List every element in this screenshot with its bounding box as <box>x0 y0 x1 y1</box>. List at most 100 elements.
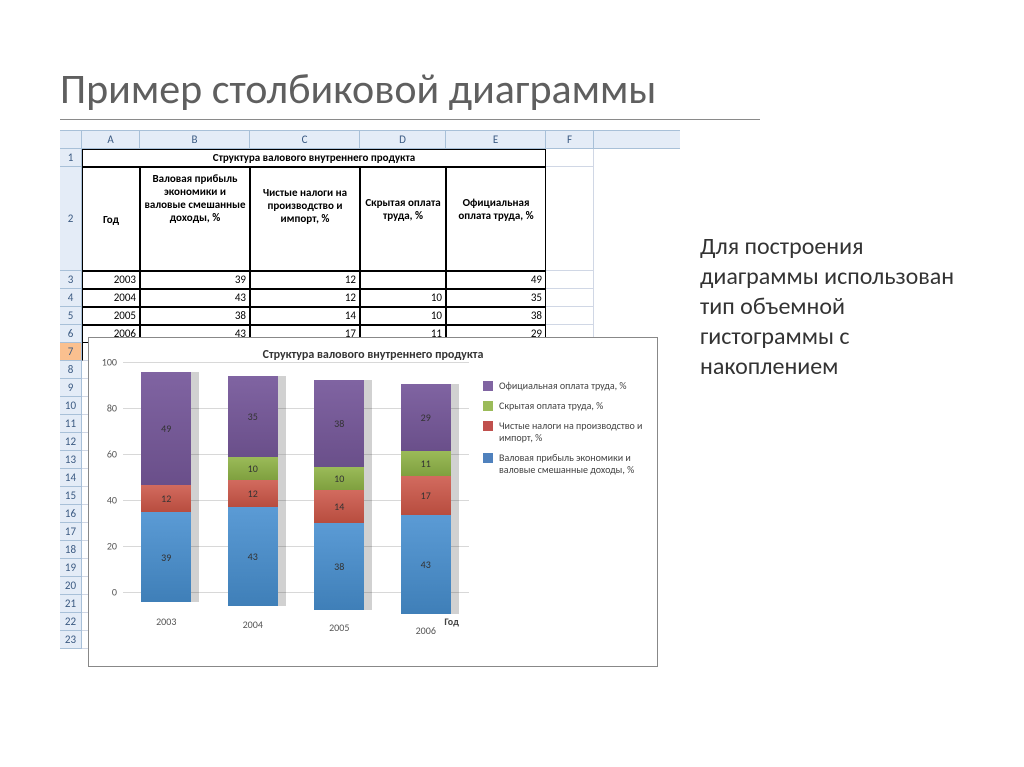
plot-area: 020406080100 391249431210353814103843171… <box>89 362 477 632</box>
chart-title: Структура валового внутреннего продукта <box>89 348 657 362</box>
data-cell[interactable] <box>360 271 446 289</box>
row-header[interactable]: 8 <box>60 361 82 379</box>
data-cell[interactable]: 49 <box>446 271 546 289</box>
row-header[interactable]: 17 <box>60 523 82 541</box>
col-header[interactable]: A <box>82 131 140 148</box>
data-cell[interactable]: 2005 <box>82 307 140 325</box>
row-header[interactable]: 2 <box>60 167 82 271</box>
bar-segment: 38 <box>314 523 364 610</box>
x-tick-label: 2004 <box>243 618 263 631</box>
data-cell[interactable]: 2004 <box>82 289 140 307</box>
legend-label: Официальная оплата труда, % <box>499 380 627 392</box>
data-cell[interactable]: 12 <box>250 289 360 307</box>
row-header[interactable]: 19 <box>60 559 82 577</box>
table-row[interactable]: 2 Год Валовая прибыль экономики и валовы… <box>60 167 680 271</box>
select-all-corner[interactable] <box>60 131 82 148</box>
cell[interactable] <box>546 307 594 325</box>
row-header[interactable]: 13 <box>60 451 82 469</box>
row-header[interactable]: 3 <box>60 271 82 289</box>
row-header[interactable]: 5 <box>60 307 82 325</box>
bar-group: 38141038 <box>314 380 364 610</box>
bar-segment: 12 <box>141 485 191 513</box>
x-tick-label: 2006 <box>416 624 436 637</box>
legend-label: Чистые налоги на производство и импорт, … <box>499 420 651 444</box>
row-header[interactable]: 21 <box>60 595 82 613</box>
data-cell[interactable]: 35 <box>446 289 546 307</box>
legend-item: Валовая прибыль экономики и валовые смеш… <box>483 452 651 476</box>
legend-swatch <box>483 381 493 391</box>
header-cell[interactable]: Официальная оплата труда, % <box>446 167 546 271</box>
legend-swatch <box>483 453 493 463</box>
table-row[interactable]: 4 2004 43 12 10 35 <box>60 289 680 307</box>
data-cell[interactable]: 2003 <box>82 271 140 289</box>
row-header[interactable]: 9 <box>60 379 82 397</box>
data-cell[interactable]: 14 <box>250 307 360 325</box>
y-axis: 020406080100 <box>89 362 119 602</box>
table-title-cell[interactable]: Структура валового внутреннего продукта <box>82 149 546 167</box>
x-axis-title: Год <box>444 615 459 628</box>
bar-segment: 11 <box>401 451 451 476</box>
cell[interactable] <box>546 271 594 289</box>
table-row[interactable]: 5 2005 38 14 10 38 <box>60 307 680 325</box>
column-header-row: A B C D E F <box>60 131 680 149</box>
col-header[interactable]: B <box>140 131 250 148</box>
bar-group: 391249 <box>141 372 191 602</box>
col-header[interactable]: E <box>446 131 546 148</box>
bar-group: 43171129 <box>401 384 451 614</box>
data-cell[interactable]: 38 <box>140 307 250 325</box>
col-header[interactable]: F <box>546 131 594 148</box>
chart-body: 020406080100 391249431210353814103843171… <box>89 362 657 632</box>
row-header[interactable]: 6 <box>60 325 82 343</box>
bars-container: 391249431210353814103843171129 <box>123 362 469 602</box>
row-header[interactable]: 4 <box>60 289 82 307</box>
data-cell[interactable]: 39 <box>140 271 250 289</box>
x-tick-label: 2005 <box>329 621 349 634</box>
bar-segment: 39 <box>141 512 191 602</box>
table-row[interactable]: 3 2003 39 12 49 <box>60 271 680 289</box>
y-tick-label: 80 <box>107 402 117 415</box>
data-cell[interactable]: 10 <box>360 307 446 325</box>
row-header[interactable]: 10 <box>60 397 82 415</box>
data-cell[interactable]: 12 <box>250 271 360 289</box>
bar-segment: 43 <box>401 515 451 614</box>
y-tick-label: 100 <box>102 356 117 369</box>
data-cell[interactable]: 43 <box>140 289 250 307</box>
legend-item: Чистые налоги на производство и импорт, … <box>483 420 651 444</box>
bar-segment: 17 <box>401 476 451 515</box>
row-header[interactable]: 12 <box>60 433 82 451</box>
row-header[interactable]: 15 <box>60 487 82 505</box>
cell[interactable] <box>546 289 594 307</box>
row-header[interactable]: 18 <box>60 541 82 559</box>
bar-group: 43121035 <box>228 376 278 606</box>
y-tick-label: 0 <box>112 586 117 599</box>
bar-segment: 43 <box>228 507 278 606</box>
legend-swatch <box>483 421 493 431</box>
bar-segment: 14 <box>314 490 364 522</box>
table-row[interactable]: 1 Структура валового внутреннего продукт… <box>60 149 680 167</box>
y-tick-label: 60 <box>107 448 117 461</box>
row-header-selected[interactable]: 7 <box>60 343 82 361</box>
col-header[interactable]: C <box>250 131 360 148</box>
x-axis-labels: 2003200420052006 <box>123 615 469 628</box>
row-header[interactable]: 16 <box>60 505 82 523</box>
col-header[interactable]: D <box>360 131 446 148</box>
cell[interactable] <box>546 167 594 271</box>
legend-item: Официальная оплата труда, % <box>483 380 651 392</box>
header-cell[interactable]: Скрытая оплата труда, % <box>360 167 446 271</box>
embedded-chart[interactable]: Структура валового внутреннего продукта … <box>88 337 658 667</box>
row-header[interactable]: 14 <box>60 469 82 487</box>
excel-spreadsheet[interactable]: A B C D E F 1 Структура валового внутрен… <box>60 130 680 690</box>
row-header[interactable]: 23 <box>60 631 82 649</box>
header-cell[interactable]: Чистые налоги на производство и импорт, … <box>250 167 360 271</box>
row-header[interactable]: 11 <box>60 415 82 433</box>
data-cell[interactable]: 10 <box>360 289 446 307</box>
header-cell[interactable]: Валовая прибыль экономики и валовые смеш… <box>140 167 250 271</box>
header-cell[interactable]: Год <box>82 167 140 271</box>
data-cell[interactable]: 38 <box>446 307 546 325</box>
row-header[interactable]: 22 <box>60 613 82 631</box>
row-header[interactable]: 1 <box>60 149 82 167</box>
row-header[interactable]: 20 <box>60 577 82 595</box>
cell[interactable] <box>546 149 594 167</box>
y-tick-label: 40 <box>107 494 117 507</box>
legend-item: Скрытая оплата труда, % <box>483 400 651 412</box>
